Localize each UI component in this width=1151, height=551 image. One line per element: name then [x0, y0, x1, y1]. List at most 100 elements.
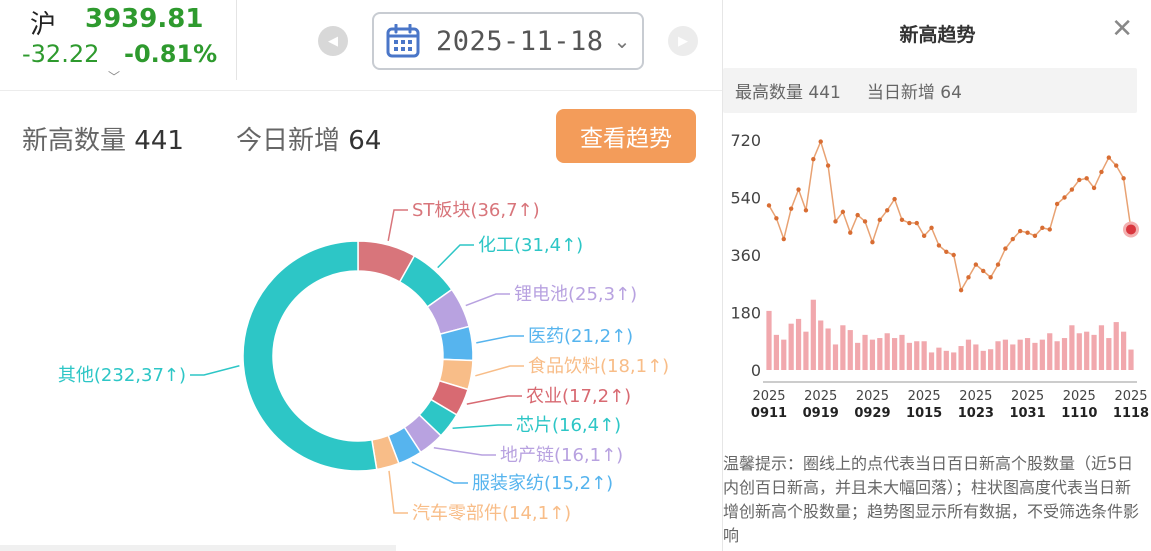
high-count-point[interactable] — [907, 220, 912, 226]
high-count-point[interactable] — [796, 187, 801, 192]
high-count-point[interactable] — [1040, 225, 1045, 231]
high-count-point[interactable] — [862, 219, 868, 224]
high-count-point[interactable] — [788, 206, 794, 211]
high-count-point[interactable] — [877, 217, 883, 223]
new-count-bar — [773, 334, 779, 370]
x-tick-day: 1031 — [1009, 406, 1045, 421]
high-count-point[interactable] — [766, 203, 772, 208]
new-count-bar — [891, 338, 898, 370]
high-count-point[interactable] — [825, 163, 831, 168]
new-today-value: 64 — [348, 126, 382, 156]
high-count-point[interactable] — [1054, 201, 1060, 207]
new-count-bar — [958, 346, 964, 370]
new-count-bar — [855, 342, 861, 370]
high-count-point[interactable] — [1010, 236, 1015, 242]
new-count-bar — [1061, 338, 1068, 370]
high-count-point[interactable] — [848, 230, 853, 235]
x-tick-day: 1118 — [1113, 406, 1149, 421]
donut-leader-line — [475, 365, 524, 377]
previous-date-button[interactable]: ◀ — [318, 26, 348, 56]
new-count-bar — [810, 299, 816, 370]
view-trend-button[interactable]: 查看趋势 — [556, 109, 696, 163]
new-count-bar — [766, 310, 772, 370]
high-count-point[interactable] — [870, 240, 875, 245]
high-count-point[interactable] — [1077, 177, 1082, 183]
y-tick-label: 360 — [730, 246, 761, 265]
new-count-bar — [995, 341, 1001, 370]
high-count-point[interactable] — [958, 287, 964, 293]
high-count-point[interactable] — [1062, 195, 1067, 200]
high-count-point[interactable] — [885, 208, 890, 213]
high-count-point[interactable] — [988, 275, 993, 280]
high-count-point[interactable] — [899, 217, 905, 223]
index-dropdown-icon[interactable]: ﹀ — [108, 70, 121, 84]
donut-segment-10[interactable] — [242, 240, 378, 472]
high-count-point[interactable] — [833, 219, 838, 224]
close-icon[interactable]: ✕ — [1111, 14, 1133, 44]
high-count-point[interactable] — [781, 236, 786, 242]
high-count-point[interactable] — [803, 208, 809, 213]
high-count-point[interactable] — [936, 243, 942, 248]
high-count-point[interactable] — [973, 262, 979, 267]
new-count-bar — [1024, 338, 1031, 370]
donut-label: 食品饮料(18,1↑) — [528, 356, 669, 377]
donut-label: 其他(232,37↑) — [58, 365, 186, 386]
high-count-point[interactable] — [1032, 233, 1038, 239]
high-count-point[interactable] — [951, 252, 956, 258]
x-tick-day: 0929 — [854, 406, 890, 421]
high-count-point[interactable] — [811, 156, 816, 162]
next-date-button[interactable]: ▶ — [668, 26, 698, 56]
high-count-point[interactable] — [1091, 185, 1097, 191]
high-count-value: 441 — [134, 126, 184, 156]
calendar-icon — [386, 24, 420, 58]
x-tick-year: 2025 — [1063, 389, 1096, 404]
new-count-bar — [840, 325, 846, 370]
date-picker[interactable]: 2025-11-18 ⌄ — [372, 12, 644, 70]
y-tick-label: 0 — [751, 361, 761, 380]
high-count-point[interactable] — [966, 275, 971, 280]
high-count-point[interactable] — [944, 249, 949, 255]
new-today-label: 今日新增 — [236, 126, 341, 156]
donut-label: ST板块(36,7↑) — [412, 200, 540, 221]
high-count-point[interactable] — [1025, 230, 1030, 235]
high-count-point[interactable] — [818, 139, 823, 144]
high-count-point[interactable] — [1084, 176, 1089, 181]
donut-label: 农业(17,2↑) — [526, 386, 631, 407]
new-count-bar — [862, 334, 868, 370]
x-tick-day: 0919 — [803, 406, 839, 421]
new-count-bar — [832, 344, 839, 370]
high-count-point[interactable] — [914, 220, 919, 226]
chevron-left-icon: ◀ — [328, 33, 338, 49]
high-count-point[interactable] — [1003, 246, 1008, 251]
date-value: 2025-11-18 — [436, 25, 604, 57]
new-count-bar — [1091, 334, 1097, 370]
new-count-bar — [943, 350, 949, 370]
high-count-point[interactable] — [1106, 155, 1112, 160]
trend-chart: 720 540 360 180 0 2025 0911 2025 0919 2025 0929 202… — [730, 131, 1149, 421]
index-change-percent: -0.81% — [124, 40, 218, 68]
high-count-point[interactable] — [1126, 224, 1136, 235]
high-count-point[interactable] — [855, 212, 860, 218]
high-count-point[interactable] — [1114, 163, 1119, 168]
new-count-bar — [988, 349, 994, 370]
high-count-point[interactable] — [1017, 228, 1023, 234]
new-count-bar — [1128, 349, 1134, 370]
high-count-point[interactable] — [840, 209, 846, 215]
high-count-point[interactable] — [995, 262, 1001, 267]
high-count-point[interactable] — [929, 225, 934, 231]
donut-leader-line — [387, 209, 408, 242]
x-tick-year: 2025 — [908, 389, 941, 404]
new-count-bar — [781, 339, 787, 370]
new-count-bar — [847, 330, 853, 370]
high-count-point[interactable] — [774, 216, 779, 221]
high-count-point[interactable] — [1099, 169, 1104, 175]
high-count-point[interactable] — [892, 196, 897, 202]
high-count-label: 新高数量 — [22, 126, 127, 156]
donut-leader-line — [190, 365, 240, 376]
high-count-point[interactable] — [921, 233, 927, 239]
high-count-point[interactable] — [1047, 227, 1052, 232]
high-count-point[interactable] — [981, 268, 986, 274]
high-count-point[interactable] — [1069, 187, 1075, 192]
high-count-point[interactable] — [1121, 176, 1126, 181]
new-count-bar — [1084, 331, 1090, 370]
